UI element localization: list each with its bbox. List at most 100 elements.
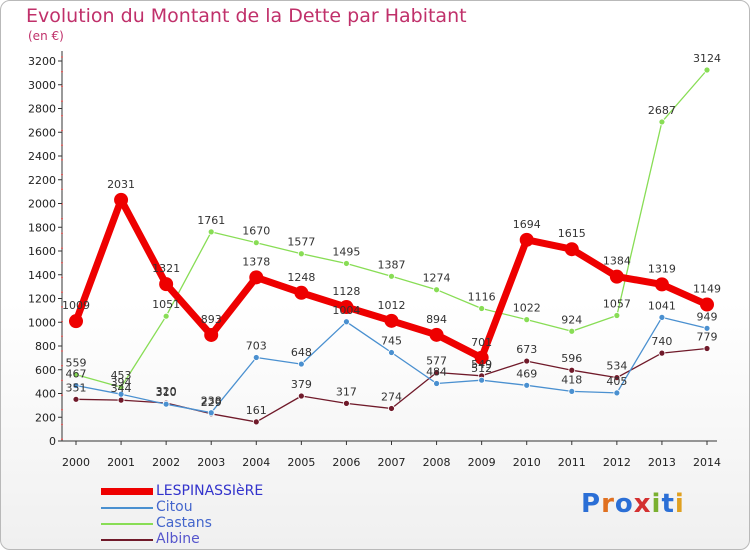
y-axis-dot — [61, 144, 63, 147]
data-point-castans — [72, 371, 80, 379]
x-tick-label: 2006 — [332, 456, 360, 469]
data-point-albine — [117, 396, 125, 404]
y-tick-label: 200 — [35, 411, 56, 424]
line-chart: 0 200 400 600 800 1000 1200 1400 1600 1800 2000 220… — [28, 51, 721, 469]
y-tick-label: 2200 — [28, 174, 56, 187]
logo-letter: r — [601, 489, 615, 519]
data-label-castans: 1051 — [152, 298, 180, 311]
data-point-citou — [523, 381, 531, 389]
x-tick-label: 2009 — [468, 456, 496, 469]
y-axis-dot — [61, 173, 63, 176]
y-axis-dot — [61, 188, 63, 191]
data-label-citou: 310 — [156, 386, 177, 399]
data-label-albine: 534 — [606, 360, 627, 373]
data-label-citou: 1041 — [648, 299, 676, 312]
y-axis-dot — [61, 291, 63, 294]
data-point-albine — [613, 374, 621, 381]
y-axis-dot — [61, 350, 63, 352]
x-tick-label: 2012 — [603, 456, 631, 469]
data-point-castans — [343, 260, 350, 267]
data-label-citou: 418 — [561, 373, 582, 386]
data-point-albine — [72, 395, 80, 403]
data-point-castans — [207, 228, 215, 236]
y-tick-label: 400 — [35, 388, 56, 401]
data-label-lespinassi-re: 2031 — [107, 178, 135, 191]
y-axis-dot — [61, 408, 63, 411]
y-axis-dot — [61, 217, 63, 220]
data-label-citou: 405 — [606, 375, 627, 388]
data-label-lespinassi-re: 1615 — [558, 227, 586, 240]
data-point-castans — [297, 250, 305, 258]
x-tick-label: 2014 — [693, 456, 721, 469]
y-axis-dot — [61, 379, 63, 382]
data-label-albine: 229 — [201, 396, 222, 409]
data-point-lespinassi-re — [249, 270, 264, 285]
data-label-albine: 274 — [381, 390, 402, 403]
y-tick-label: 3000 — [28, 79, 56, 92]
legend-label: Castans — [156, 515, 212, 531]
y-axis-dot — [61, 247, 63, 250]
y-tick-label: 1600 — [28, 245, 56, 258]
data-point-lespinassi-re — [204, 327, 219, 342]
data-point-albine — [658, 349, 666, 357]
data-point-castans — [252, 239, 260, 247]
proxiti-logo: Proxiti — [581, 489, 685, 519]
y-tick-label: 800 — [35, 340, 56, 353]
data-label-castans: 1761 — [197, 214, 225, 227]
data-label-lespinassi-re: 1378 — [242, 255, 270, 268]
x-tick-label: 2004 — [242, 456, 270, 469]
data-point-albine — [433, 369, 440, 376]
data-point-albine — [703, 345, 711, 352]
y-tick-label: 600 — [35, 364, 56, 377]
x-tick-label: 2008 — [423, 456, 451, 469]
y-axis-dot — [61, 85, 63, 88]
data-point-lespinassi-re — [654, 277, 669, 292]
y-tick-label: 1800 — [28, 221, 56, 234]
data-point-castans — [388, 272, 395, 280]
data-point-citou — [343, 318, 350, 326]
data-label-citou: 512 — [471, 362, 492, 375]
data-label-lespinassi-re: 1248 — [287, 271, 315, 284]
data-point-citou — [613, 389, 621, 397]
x-tick-label: 2000 — [62, 456, 90, 469]
data-label-albine: 317 — [336, 385, 357, 398]
data-point-citou — [297, 360, 305, 368]
data-label-citou: 484 — [426, 366, 447, 379]
data-point-lespinassi-re — [69, 314, 83, 329]
y-axis-dot — [61, 438, 63, 441]
logo-letter: o — [614, 489, 634, 519]
legend-label: Citou — [156, 499, 193, 515]
x-tick-label: 2007 — [378, 456, 406, 469]
y-axis-dot — [61, 100, 63, 102]
data-label-citou: 238 — [201, 395, 222, 408]
data-point-lespinassi-re — [564, 242, 579, 257]
data-point-castans — [658, 118, 666, 126]
data-label-citou: 745 — [381, 335, 402, 348]
data-label-citou: 648 — [291, 346, 312, 359]
logo-letter: P — [581, 489, 602, 519]
data-point-castans — [523, 316, 531, 324]
data-point-lespinassi-re — [429, 327, 444, 342]
y-axis-dot — [61, 129, 63, 132]
data-label-castans: 3124 — [693, 52, 721, 65]
data-label-castans: 924 — [561, 313, 582, 326]
x-tick-label: 2013 — [648, 456, 676, 469]
data-point-citou — [117, 390, 125, 398]
data-point-castans — [117, 383, 125, 391]
data-point-castans — [613, 312, 621, 319]
legend-label: Albine — [156, 531, 200, 547]
data-point-albine — [388, 405, 395, 412]
y-tick-label: 0 — [49, 435, 56, 448]
data-label-lespinassi-re: 1128 — [332, 285, 360, 298]
data-point-citou — [252, 354, 260, 361]
data-label-lespinassi-re: 1009 — [62, 299, 90, 312]
data-label-castans: 1022 — [513, 302, 541, 315]
y-axis-dot — [61, 56, 63, 58]
data-label-lespinassi-re: 1319 — [648, 262, 676, 275]
y-axis-dot — [61, 159, 63, 161]
y-tick-label: 1200 — [28, 293, 56, 306]
legend-swatch — [101, 539, 153, 541]
data-point-albine — [523, 357, 531, 365]
data-point-lespinassi-re — [609, 269, 624, 284]
